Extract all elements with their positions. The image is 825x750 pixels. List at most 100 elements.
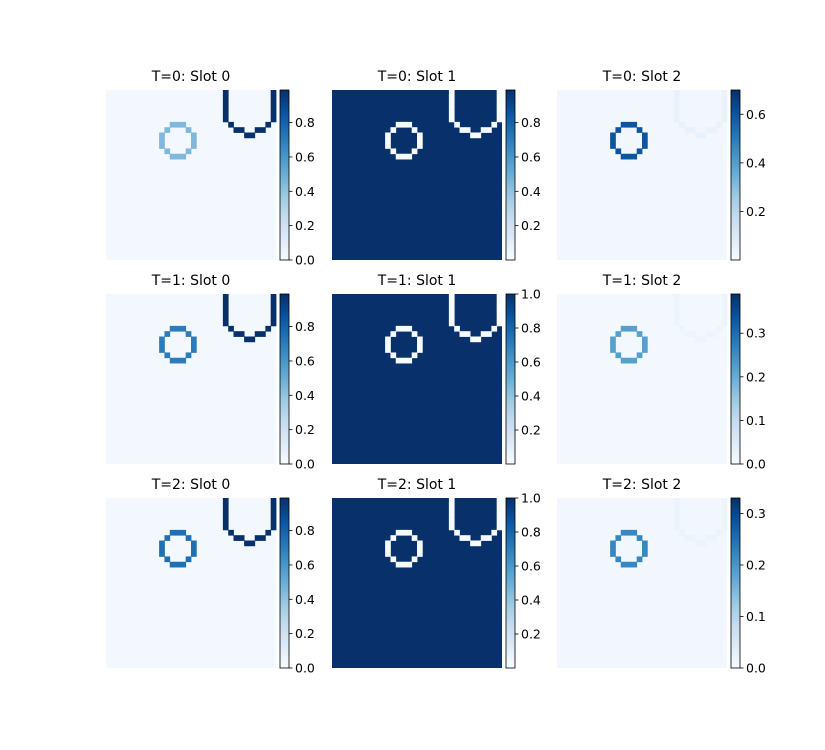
heatmap-background [332,294,502,464]
heatmap-cell-arc [222,111,229,117]
heatmap-cell-circle [411,127,418,133]
heatmap-cell-arc [496,90,503,96]
colorbar-tick-label: 0.2 [521,627,541,642]
heatmap-cell-arc [496,498,503,504]
heatmap-cell-arc [684,127,691,133]
heatmap-cell-circle [642,540,648,547]
colorbar-tick-label: 0.4 [295,184,315,199]
heatmap-cell-arc [222,105,229,112]
heatmap-cell-circle [401,121,407,128]
panel-title: T=0: Slot 0 [151,69,231,85]
panel-title: T=0: Slot 2 [602,69,682,85]
heatmap-cell-arc [270,519,277,525]
colorbar-frame [730,89,741,261]
heatmap-cell-circle [385,137,391,144]
heatmap-cell-circle [185,352,192,359]
heatmap-cell-circle [175,529,181,536]
heatmap-cell-arc [448,294,455,300]
colorbar-tick-label: 0.2 [746,204,766,219]
heatmap-cell-arc [238,331,245,337]
heatmap-cell-arc [705,127,712,133]
heatmap-cell-arc [270,304,277,311]
heatmap-cell-arc [673,100,680,107]
heatmap-cell-arc [448,498,455,504]
heatmap-cell-circle [401,357,407,364]
heatmap-panel: T=1: Slot 1 0.2 0.4 0.6 0.8 1.0 [332,273,541,465]
heatmap-cell-circle [390,535,397,541]
heatmap-cell-arc [496,315,503,321]
heatmap-cell-circle [417,341,423,348]
heatmap-cell-arc [679,121,685,128]
heatmap-cell-circle [395,325,402,332]
colorbar-tick-label: 0.0 [746,457,766,472]
heatmap-cell-circle [401,529,407,536]
heatmap-panel: T=1: Slot 2 0.0 0.1 0.2 0.3 [557,273,766,472]
panel-title: T=2: Slot 1 [377,477,457,493]
heatmap-cell-arc [721,524,728,531]
heatmap-cell-circle [395,121,402,128]
heatmap-cell-circle [631,357,638,364]
colorbar-tick-label: 0.3 [746,326,766,341]
colorbar-tick-label: 0.6 [295,353,315,368]
heatmap-background [106,90,276,260]
heatmap-cell-circle [411,331,418,337]
heatmap-cell-circle [191,336,197,343]
heatmap-cell-circle [642,143,648,149]
heatmap-cell-arc [270,498,277,504]
colorbar-frame [279,89,290,261]
heatmap-cell-arc [695,540,701,547]
heatmap-cell-circle [417,143,423,149]
heatmap-cell-arc [222,508,229,515]
heatmap-cell-circle [191,137,197,144]
heatmap-cell-circle [610,347,616,353]
heatmap-cell-arc [265,121,272,128]
heatmap-cell-arc [475,132,482,139]
heatmap-cell-arc [721,95,728,102]
heatmap-cell-arc [448,309,455,316]
heatmap-cell-circle [385,336,391,343]
heatmap-cell-circle [191,347,197,353]
heatmap-cell-arc [496,294,503,300]
colorbar-tick-label: 0.2 [746,557,766,572]
heatmap-cell-arc [448,524,455,531]
heatmap-cell-circle [164,127,171,133]
heatmap-cell-arc [475,336,482,343]
heatmap-cell-arc [464,535,471,541]
heatmap-cell-circle [164,352,171,359]
heatmap-cell-circle [185,556,192,563]
heatmap-cell-arc [254,535,261,541]
heatmap-cell-arc [721,90,728,96]
heatmap-cell-circle [631,325,638,332]
heatmap-cell-circle [191,341,197,348]
heatmap-cell-circle [411,352,418,359]
heatmap-cell-arc [249,336,256,343]
heatmap-cell-circle [626,561,632,568]
heatmap-cell-arc [496,100,503,107]
colorbar-tick-label: 0.4 [295,592,315,607]
heatmap-cell-arc [254,127,261,133]
heatmap-cell-arc [673,294,680,300]
colorbar-tick-label: 0.1 [746,413,766,428]
heatmap-cell-arc [464,127,471,133]
heatmap-cell-arc [673,105,680,112]
colorbar [731,498,740,668]
heatmap-cell-arc [238,127,245,133]
heatmap-cell-arc [700,540,707,547]
colorbar-tick-label: 0.0 [295,253,315,268]
heatmap-cell-circle [164,148,171,155]
heatmap-cell-arc [721,503,728,510]
heatmap-cell-arc [673,95,680,102]
heatmap-cell-circle [185,331,192,337]
heatmap-cell-circle [385,347,391,353]
heatmap-cell-circle [631,529,638,536]
colorbar-tick-label: 0.6 [521,149,541,164]
heatmap-cell-circle [642,336,648,343]
heatmap-cell-arc [480,535,487,541]
heatmap-cell-arc [496,503,503,510]
heatmap-cell-arc [249,132,256,139]
heatmap-cell-circle [385,143,391,149]
heatmap-cell-circle [626,357,632,364]
heatmap-cell-circle [390,127,397,133]
heatmap-cell-arc [673,524,680,531]
heatmap-cell-arc [496,519,503,525]
